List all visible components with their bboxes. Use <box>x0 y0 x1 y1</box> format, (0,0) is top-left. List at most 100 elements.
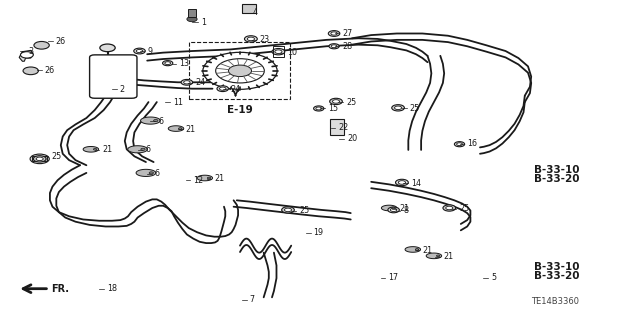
Text: B-33-10: B-33-10 <box>534 165 580 175</box>
Circle shape <box>34 41 49 49</box>
Polygon shape <box>405 247 420 252</box>
Circle shape <box>272 48 285 55</box>
Polygon shape <box>426 253 442 259</box>
Text: B-33-10: B-33-10 <box>534 262 580 272</box>
Text: 24: 24 <box>230 85 241 94</box>
Circle shape <box>30 154 49 164</box>
Text: 25: 25 <box>346 98 356 107</box>
Polygon shape <box>128 146 147 153</box>
Text: 11: 11 <box>173 98 183 107</box>
Circle shape <box>220 87 226 90</box>
Circle shape <box>394 106 402 110</box>
Text: E-19: E-19 <box>227 105 253 115</box>
Circle shape <box>187 17 197 22</box>
Text: 21: 21 <box>214 174 225 183</box>
Circle shape <box>179 128 182 130</box>
Text: 26: 26 <box>45 66 55 75</box>
Text: 6: 6 <box>145 145 150 154</box>
Polygon shape <box>141 117 160 124</box>
Text: 20: 20 <box>347 134 357 143</box>
Text: 2: 2 <box>120 85 125 94</box>
Text: 4: 4 <box>253 8 258 17</box>
Circle shape <box>388 207 399 213</box>
Circle shape <box>20 52 33 58</box>
Circle shape <box>331 32 337 35</box>
Circle shape <box>275 50 282 54</box>
Polygon shape <box>136 169 156 176</box>
Circle shape <box>445 206 453 210</box>
Text: 3: 3 <box>28 47 33 56</box>
Circle shape <box>33 156 46 162</box>
Text: 12: 12 <box>193 176 204 185</box>
Circle shape <box>398 181 406 184</box>
Circle shape <box>285 208 292 212</box>
Text: 14: 14 <box>411 179 421 188</box>
Circle shape <box>36 157 44 161</box>
Circle shape <box>457 143 462 145</box>
Circle shape <box>207 177 211 179</box>
Text: 21: 21 <box>186 125 196 134</box>
Circle shape <box>390 208 397 211</box>
Text: 27: 27 <box>342 29 353 38</box>
Polygon shape <box>168 126 184 131</box>
Circle shape <box>23 67 38 75</box>
Circle shape <box>203 52 277 89</box>
Text: 22: 22 <box>339 123 349 132</box>
Text: 25: 25 <box>460 204 470 213</box>
Circle shape <box>184 81 190 84</box>
Text: 21: 21 <box>422 246 433 255</box>
Circle shape <box>436 255 440 257</box>
Text: 13: 13 <box>179 59 189 68</box>
Circle shape <box>454 142 465 147</box>
Circle shape <box>228 65 252 77</box>
Text: TE14B3360: TE14B3360 <box>531 297 580 306</box>
Text: 28: 28 <box>342 42 353 51</box>
Text: 15: 15 <box>328 104 338 113</box>
Text: B-33-20: B-33-20 <box>534 271 580 281</box>
Circle shape <box>149 172 154 174</box>
Circle shape <box>329 44 339 49</box>
Circle shape <box>415 249 419 250</box>
Bar <box>189 42 290 99</box>
Circle shape <box>134 48 145 54</box>
Circle shape <box>244 36 257 42</box>
Circle shape <box>314 106 324 111</box>
Text: 26: 26 <box>56 37 66 46</box>
Polygon shape <box>19 50 33 61</box>
Circle shape <box>328 31 340 36</box>
Circle shape <box>247 37 255 41</box>
Circle shape <box>282 207 294 213</box>
Text: 21: 21 <box>443 252 453 261</box>
Circle shape <box>316 107 321 110</box>
Circle shape <box>136 49 143 53</box>
Text: 1: 1 <box>202 18 207 27</box>
Text: FR.: FR. <box>51 284 69 294</box>
Circle shape <box>332 45 337 48</box>
Circle shape <box>163 61 173 66</box>
Polygon shape <box>83 146 99 152</box>
Text: 25: 25 <box>51 152 61 161</box>
Circle shape <box>216 59 264 83</box>
Text: 16: 16 <box>467 139 477 148</box>
Circle shape <box>396 179 408 186</box>
Text: 6: 6 <box>158 117 163 126</box>
Text: 10: 10 <box>287 48 298 57</box>
Text: 9: 9 <box>147 47 152 56</box>
Circle shape <box>100 44 115 52</box>
Text: B-33-20: B-33-20 <box>534 174 580 184</box>
Circle shape <box>181 79 193 85</box>
Text: 6: 6 <box>155 169 160 178</box>
Circle shape <box>333 100 339 103</box>
Text: 8: 8 <box>403 206 408 215</box>
Text: 24: 24 <box>195 78 205 87</box>
Text: 25: 25 <box>410 104 420 113</box>
Circle shape <box>392 207 395 209</box>
Circle shape <box>217 86 228 92</box>
Polygon shape <box>381 205 397 211</box>
Polygon shape <box>197 175 212 181</box>
Circle shape <box>443 205 456 211</box>
Text: 19: 19 <box>314 228 324 237</box>
Circle shape <box>154 120 158 122</box>
Bar <box>242 4 256 13</box>
Circle shape <box>93 148 97 150</box>
